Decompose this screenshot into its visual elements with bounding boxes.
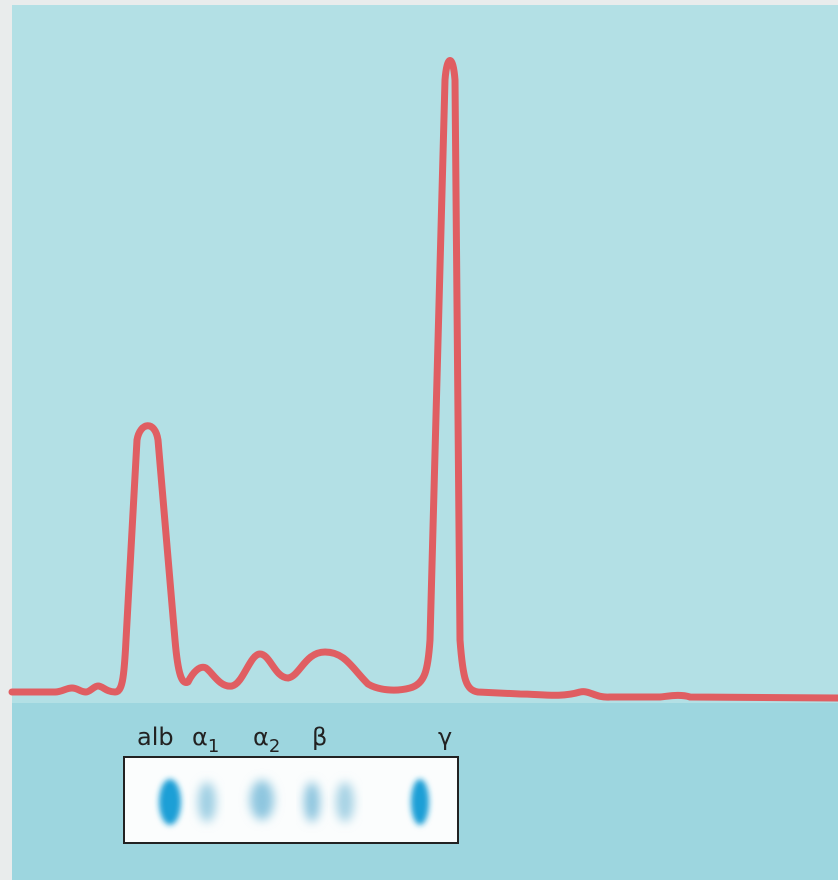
band-albumin <box>159 779 181 825</box>
gel-strip <box>124 757 458 843</box>
label: alb <box>137 723 174 751</box>
band-gamma <box>411 779 429 825</box>
label: γ <box>438 723 452 751</box>
band-alpha2 <box>250 780 274 820</box>
subscript: 2 <box>269 736 280 757</box>
band-beta2 <box>336 782 354 822</box>
upper-panel <box>12 5 838 703</box>
band-alpha1 <box>198 782 216 822</box>
symbol: α <box>192 723 208 751</box>
label: β <box>312 723 327 751</box>
electrophoresis-figure: alb α1 α2 β γ <box>0 0 838 880</box>
subscript: 1 <box>208 736 219 757</box>
symbol: α <box>253 723 269 751</box>
band-beta <box>304 782 320 822</box>
